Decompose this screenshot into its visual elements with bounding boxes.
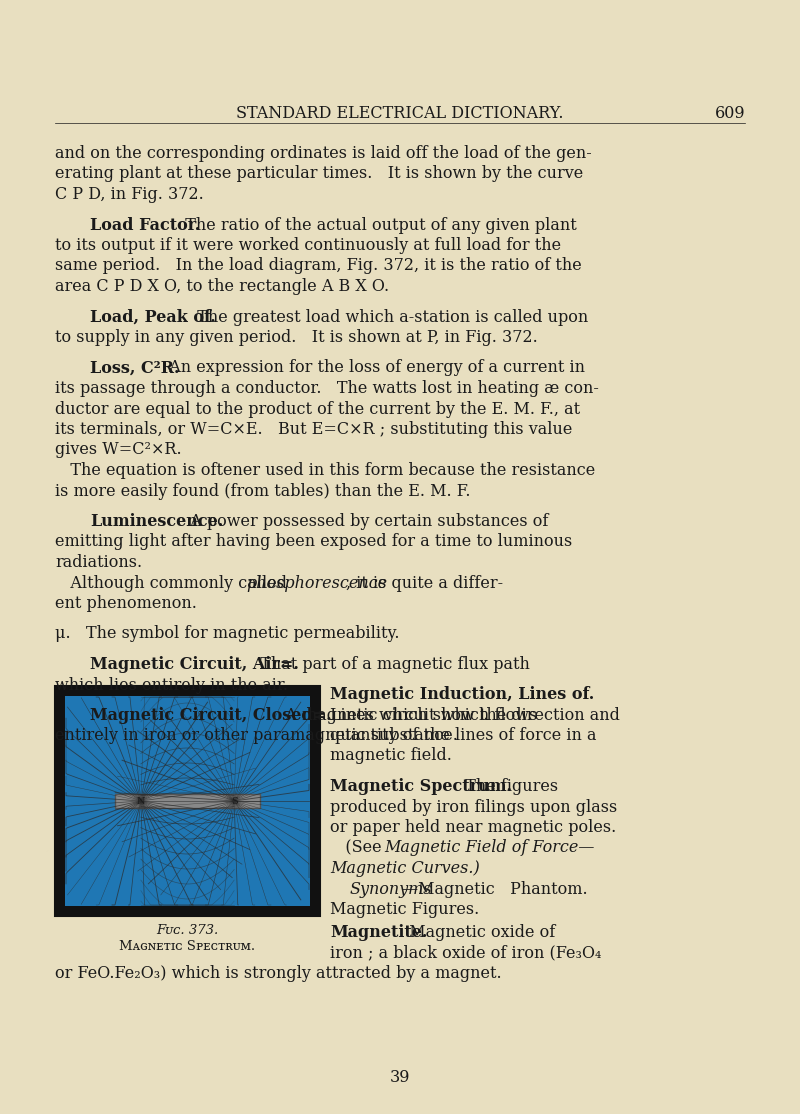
Text: Magnetic Circuit, Closed=.: Magnetic Circuit, Closed=.	[90, 707, 332, 724]
Text: same period.   In the load diagram, Fig. 372, it is the ratio of the: same period. In the load diagram, Fig. 3…	[55, 257, 582, 274]
Text: Magnetic Curves.): Magnetic Curves.)	[330, 860, 480, 877]
Text: Load Factor.: Load Factor.	[90, 216, 200, 234]
Text: its passage through a conductor.   The watts lost in heating æ con-: its passage through a conductor. The wat…	[55, 380, 599, 397]
Text: Mᴀɢɴᴇᴛɪᴄ Sᴘᴇᴄᴛʀᴜᴍ.: Mᴀɢɴᴇᴛɪᴄ Sᴘᴇᴄᴛʀᴜᴍ.	[119, 940, 255, 952]
Text: radiations.: radiations.	[55, 554, 142, 571]
Text: or FeO.Fe₂O₃) which is strongly attracted by a magnet.: or FeO.Fe₂O₃) which is strongly attracte…	[55, 965, 502, 983]
Text: That part of a magnetic flux path: That part of a magnetic flux path	[250, 656, 530, 673]
Text: or paper held near magnetic poles.: or paper held near magnetic poles.	[330, 819, 616, 836]
Text: Magnetic Circuit, Air=.: Magnetic Circuit, Air=.	[90, 656, 299, 673]
Text: magnetic field.: magnetic field.	[330, 747, 452, 764]
Bar	[65, 696, 310, 906]
Text: Magnetic Field of Force—: Magnetic Field of Force—	[384, 840, 594, 857]
Text: μ.   The symbol for magnetic permeability.: μ. The symbol for magnetic permeability.	[55, 625, 399, 643]
Text: Magnetic oxide of: Magnetic oxide of	[399, 924, 555, 941]
Text: area C P D X O, to the rectangle A B X O.: area C P D X O, to the rectangle A B X O…	[55, 278, 389, 295]
Text: Loss, C²R.: Loss, C²R.	[90, 360, 179, 377]
Text: S: S	[230, 797, 238, 805]
Text: Synonyms: Synonyms	[350, 880, 433, 898]
Text: ent phenomenon.: ent phenomenon.	[55, 595, 197, 612]
Text: and on the corresponding ordinates is laid off the load of the gen-: and on the corresponding ordinates is la…	[55, 145, 592, 162]
Text: Load, Peak of.: Load, Peak of.	[90, 309, 216, 325]
Text: C P D, in Fig. 372.: C P D, in Fig. 372.	[55, 186, 204, 203]
Text: Magnetite.: Magnetite.	[330, 924, 427, 941]
Text: STANDARD ELECTRICAL DICTIONARY.: STANDARD ELECTRICAL DICTIONARY.	[236, 105, 564, 123]
Text: Magnetic Figures.: Magnetic Figures.	[330, 901, 479, 918]
FancyBboxPatch shape	[114, 794, 260, 808]
Text: iron ; a black oxide of iron (Fe₃O₄: iron ; a black oxide of iron (Fe₃O₄	[330, 945, 602, 961]
Text: which lies entirely in the air.: which lies entirely in the air.	[55, 676, 288, 694]
Text: N: N	[137, 797, 145, 805]
Text: to supply in any given period.   It is shown at P, in Fig. 372.: to supply in any given period. It is sho…	[55, 329, 538, 346]
Text: Fᴜᴄ. 373.: Fᴜᴄ. 373.	[156, 924, 218, 937]
Text: its terminals, or W=C×E.   But E=C×R ; substituting this value: its terminals, or W=C×E. But E=C×R ; sub…	[55, 421, 572, 438]
Text: Although commonly called: Although commonly called	[55, 575, 292, 592]
Text: emitting light after having been exposed for a time to luminous: emitting light after having been exposed…	[55, 534, 572, 550]
Text: erating plant at these particular times.   It is shown by the curve: erating plant at these particular times.…	[55, 166, 583, 183]
Text: phosphorescence: phosphorescence	[246, 575, 387, 592]
Text: Luminescence.: Luminescence.	[90, 514, 223, 530]
Text: gives W=C²×R.: gives W=C²×R.	[55, 441, 182, 459]
Text: quantity of the lines of force in a: quantity of the lines of force in a	[330, 727, 597, 744]
Text: The equation is oftener used in this form because the resistance: The equation is oftener used in this for…	[55, 462, 595, 479]
Text: The greatest load which a­station is called upon: The greatest load which a­station is cal…	[187, 309, 588, 325]
Text: An expression for the loss of energy of a current in: An expression for the loss of energy of …	[159, 360, 585, 377]
Text: Lines which show the direction and: Lines which show the direction and	[330, 706, 620, 723]
Text: 609: 609	[714, 105, 745, 123]
Text: The ratio of the actual output of any given plant: The ratio of the actual output of any gi…	[175, 216, 577, 234]
Text: —Magnetic   Phantom.: —Magnetic Phantom.	[402, 880, 588, 898]
Text: to its output if it were worked continuously at full load for the: to its output if it were worked continuo…	[55, 237, 561, 254]
FancyBboxPatch shape	[65, 696, 310, 906]
Text: 39: 39	[390, 1069, 410, 1086]
Text: ductor are equal to the product of the current by the E. M. F., at: ductor are equal to the product of the c…	[55, 401, 580, 418]
Text: , it is quite a differ-: , it is quite a differ-	[346, 575, 503, 592]
Text: (See: (See	[330, 840, 386, 857]
Text: The figures: The figures	[455, 778, 558, 795]
Text: A magnetic circuit which flows: A magnetic circuit which flows	[270, 707, 538, 724]
Text: entirely in iron or other paramagnetic substance.: entirely in iron or other paramagnetic s…	[55, 727, 458, 744]
Text: is more easily found (from tables) than the E. M. F.: is more easily found (from tables) than …	[55, 482, 470, 499]
FancyBboxPatch shape	[55, 686, 320, 916]
Text: produced by iron filings upon glass: produced by iron filings upon glass	[330, 799, 618, 815]
Text: A power possessed by certain substances of: A power possessed by certain substances …	[180, 514, 548, 530]
Text: Magnetic Spectrum.: Magnetic Spectrum.	[330, 778, 512, 795]
Text: Magnetic Induction, Lines of.: Magnetic Induction, Lines of.	[330, 686, 594, 703]
